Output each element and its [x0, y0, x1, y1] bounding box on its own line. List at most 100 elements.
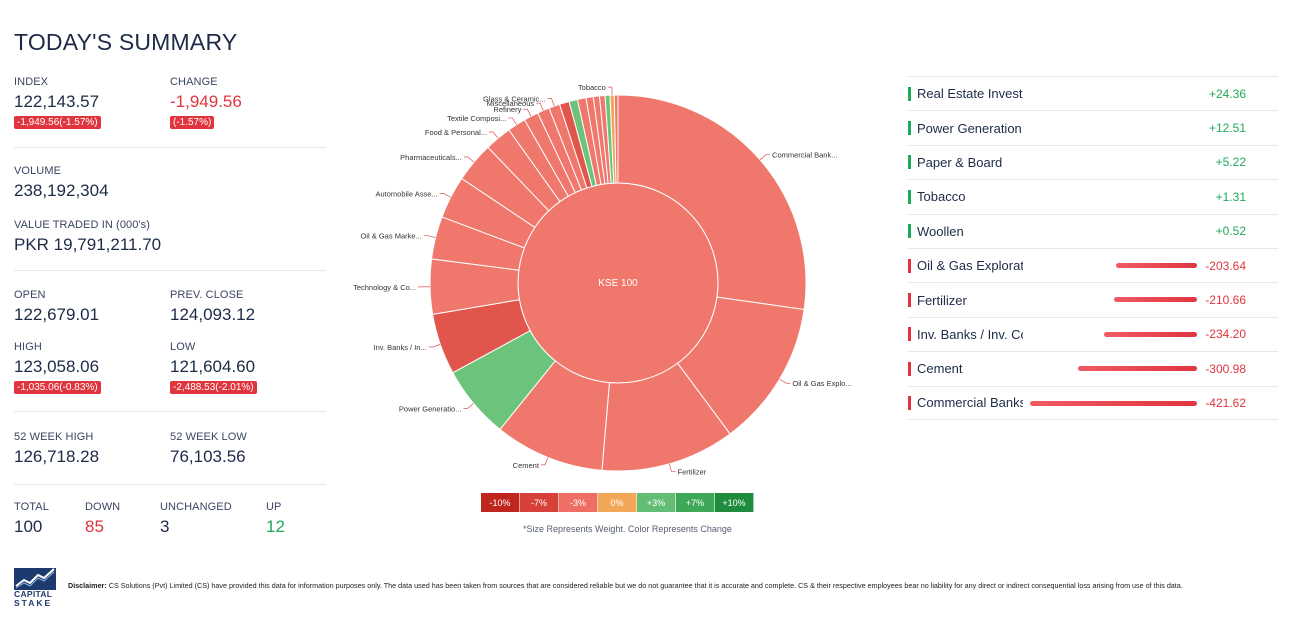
change-stat: CHANGE -1,949.56 (-1.57%) — [170, 76, 242, 130]
sector-direction-marker — [908, 121, 911, 136]
logo-text: CAPITAL STAKE — [14, 590, 52, 608]
unchanged-value: 3 — [160, 517, 170, 536]
sector-change-value: +12.51 — [1208, 121, 1246, 136]
change-value: -1,949.56 — [170, 92, 242, 111]
total-value: 100 — [14, 517, 43, 536]
segment-label-leader — [428, 344, 441, 348]
segment-label-leader — [508, 117, 517, 125]
prev-close-stat: PREV. CLOSE 124,093.12 — [170, 289, 255, 325]
sector-row: Commercial Banks -421.62 — [907, 385, 1278, 420]
sunburst-segment[interactable] — [617, 94, 807, 311]
segment-label-leader — [547, 98, 555, 107]
sector-change-bar — [1116, 262, 1197, 268]
prev-close-value: 124,093.12 — [170, 305, 256, 324]
sunburst-center-label: KSE 100 — [598, 278, 638, 289]
legend-item: +3% — [637, 493, 676, 512]
segment-label-leader — [536, 102, 544, 111]
legend-item: 0% — [598, 493, 637, 512]
segment-label: Inv. Banks / In... — [374, 343, 427, 352]
sector-change-value: +1.31 — [1215, 189, 1246, 204]
sector-name: Tobacco — [917, 189, 966, 205]
divider — [14, 147, 326, 148]
legend-item: +10% — [715, 493, 754, 512]
capital-stake-logo-icon — [14, 568, 56, 590]
high-stat: HIGH 123,058.06 -1,035.06(-0.83%) — [14, 341, 101, 395]
index-change-badge: -1,949.56(-1.57%) — [14, 116, 101, 129]
segment-label-leader — [439, 193, 451, 198]
sector-direction-marker — [908, 155, 911, 170]
sunburst-segment[interactable] — [613, 94, 619, 184]
legend-item: -7% — [520, 493, 559, 512]
sector-change-value: -234.20 — [1205, 327, 1246, 342]
sector-name: Fertilizer — [917, 292, 967, 308]
disclaimer-label: Disclaimer: — [68, 581, 107, 590]
value-traded-label: VALUE TRADED IN (000's) — [14, 219, 151, 231]
segment-label: Tobacco — [578, 83, 606, 92]
sector-row: Power Generation & +12.51 — [907, 110, 1278, 144]
divider — [14, 484, 326, 485]
total-stat: TOTAL 100 — [14, 501, 49, 537]
change-label: CHANGE — [170, 76, 218, 88]
legend-note: *Size Represents Weight. Color Represent… — [523, 524, 732, 534]
segment-label: Refinery — [493, 105, 521, 114]
value-traded-value: PKR 19,791,211.70 — [14, 235, 162, 254]
open-stat: OPEN 122,679.01 — [14, 289, 99, 325]
segment-label-leader — [463, 403, 474, 409]
low-stat: LOW 121,604.60 -2,488.53(-2.01%) — [170, 341, 257, 395]
volume-label: VOLUME — [14, 165, 62, 177]
sector-change-value: -210.66 — [1205, 293, 1246, 308]
segment-label-leader — [540, 457, 549, 466]
disclaimer: Disclaimer: CS Solutions (Pvt) Limited (… — [68, 581, 1183, 590]
sector-change-bar — [1104, 331, 1197, 337]
segment-label: Pharmaceuticals... — [400, 153, 462, 162]
sector-row: Tobacco +1.31 — [907, 179, 1278, 213]
divider — [14, 411, 326, 412]
week52-low-value: 76,103.56 — [170, 447, 246, 466]
sector-row: Woollen +0.52 — [907, 213, 1278, 248]
sector-direction-marker — [908, 327, 911, 342]
sector-change-bar — [1113, 297, 1197, 303]
index-value: 122,143.57 — [14, 92, 100, 111]
logo-line1: CAPITAL — [14, 589, 53, 599]
week52-high-stat: 52 WEEK HIGH 126,718.28 — [14, 431, 99, 467]
segment-label-leader — [423, 235, 436, 238]
unchanged-label: UNCHANGED — [160, 501, 232, 513]
week52-low-label: 52 WEEK LOW — [170, 431, 247, 443]
sector-row: Fertilizer -210.66 — [907, 282, 1278, 316]
sector-direction-marker — [908, 189, 911, 204]
sector-name: Power Generation & — [917, 120, 1023, 136]
up-value: 12 — [266, 517, 285, 536]
sector-name: Cement — [917, 361, 963, 377]
sector-change-value: +5.22 — [1215, 155, 1246, 170]
low-value: 121,604.60 — [170, 357, 256, 376]
volume-value: 238,192,304 — [14, 181, 109, 200]
sector-row: Paper & Board +5.22 — [907, 144, 1278, 179]
sector-direction-marker — [908, 361, 911, 376]
sunburst-svg: KSE 100 Commercial Bank... Oil & Gas Explo… — [353, 83, 852, 476]
sector-name: Inv. Banks / Inv. Cos. — [917, 326, 1023, 342]
segment-label: Power Generatio... — [399, 404, 462, 413]
segment-label: Cement — [513, 461, 540, 470]
sector-name: Paper & Board — [917, 154, 1003, 170]
legend-item: -3% — [559, 493, 598, 512]
segment-label: Automobile Asse... — [376, 190, 438, 199]
value-traded-stat: VALUE TRADED IN (000's) PKR 19,791,211.7… — [14, 219, 161, 255]
segment-label: Oil & Gas Marke... — [361, 232, 422, 241]
segment-label-leader — [607, 86, 613, 96]
color-legend: -10% -7% -3% 0% +3% +7% +10% — [481, 493, 754, 512]
total-label: TOTAL — [14, 501, 49, 513]
sector-name: Woollen — [917, 223, 964, 239]
sector-direction-marker — [908, 293, 911, 308]
sector-change-bar — [1077, 366, 1197, 372]
logo-line2: STAKE — [14, 598, 53, 608]
footer: CAPITAL STAKE Disclaimer: CS Solutions (… — [14, 566, 1284, 612]
low-label: LOW — [170, 341, 196, 353]
segment-label-leader — [669, 463, 676, 472]
segment-label: Glass & Ceramic... — [483, 95, 546, 104]
segment-label-leader — [463, 156, 475, 163]
sector-name: Commercial Banks — [917, 395, 1023, 411]
sector-name: Real Estate Investme — [917, 86, 1023, 102]
segment-label-leader — [523, 108, 532, 117]
week52-low-stat: 52 WEEK LOW 76,103.56 — [170, 431, 247, 467]
sector-row: Oil & Gas Exploratio -203.64 — [907, 247, 1278, 282]
